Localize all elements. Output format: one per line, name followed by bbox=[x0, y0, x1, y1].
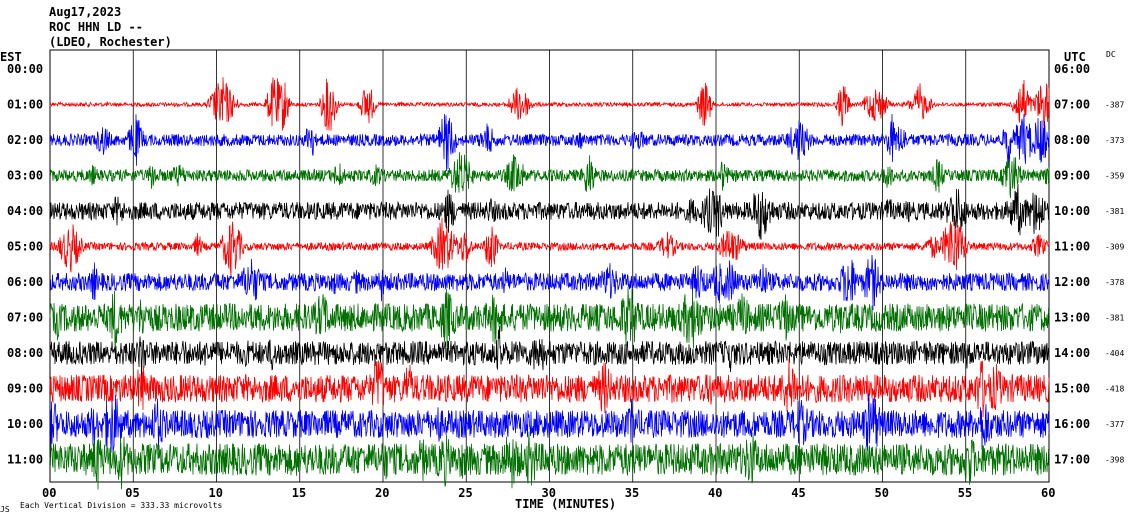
dc-offset-label: -418 bbox=[1105, 385, 1124, 394]
x-tick-label: 40 bbox=[708, 486, 722, 500]
trace-hour-4 bbox=[49, 183, 1050, 240]
dc-offset-label: -381 bbox=[1105, 314, 1124, 323]
utc-hour-label: 14:00 bbox=[1054, 346, 1090, 360]
x-tick-label: 60 bbox=[1041, 486, 1055, 500]
trace-hour-1 bbox=[49, 77, 1050, 131]
dc-offset-label: -309 bbox=[1105, 243, 1124, 252]
trace-hour-7 bbox=[49, 286, 1050, 351]
dc-offset-label: -381 bbox=[1105, 207, 1124, 216]
trace-hour-2 bbox=[49, 113, 1050, 172]
network-label: (LDEO, Rochester) bbox=[49, 35, 172, 49]
vertical-division-note: Each Vertical Division = 333.33 microvol… bbox=[20, 501, 222, 510]
dc-offset-label: -377 bbox=[1105, 420, 1124, 429]
est-hour-label: 02:00 bbox=[7, 133, 43, 147]
utc-hour-label: 09:00 bbox=[1054, 169, 1090, 183]
x-tick-label: 05 bbox=[125, 486, 139, 500]
trace-hour-6 bbox=[49, 254, 1050, 311]
utc-hour-label: 15:00 bbox=[1054, 382, 1090, 396]
x-tick-label: 45 bbox=[791, 486, 805, 500]
dc-axis-title: DC bbox=[1106, 50, 1116, 59]
trace-hour-3 bbox=[49, 152, 1050, 199]
dc-offset-label: -398 bbox=[1105, 456, 1124, 465]
est-hour-label: 09:00 bbox=[7, 382, 43, 396]
est-hour-label: 11:00 bbox=[7, 453, 43, 467]
utc-hour-label: 07:00 bbox=[1054, 98, 1090, 112]
grid bbox=[132, 50, 967, 482]
est-hour-label: 06:00 bbox=[7, 275, 43, 289]
utc-hour-label: 12:00 bbox=[1054, 275, 1090, 289]
dc-offset-label: -404 bbox=[1105, 349, 1124, 358]
corner-mark: JS bbox=[0, 505, 10, 514]
est-hour-label: 05:00 bbox=[7, 240, 43, 254]
x-tick-label: 30 bbox=[542, 486, 556, 500]
x-tick-label: 10 bbox=[209, 486, 223, 500]
x-tick-label: 35 bbox=[625, 486, 639, 500]
est-hour-label: 08:00 bbox=[7, 346, 43, 360]
trace-hour-9 bbox=[49, 358, 1050, 418]
est-hour-label: 10:00 bbox=[7, 417, 43, 431]
minute-ticks: 00 05 10 15 20 25 30 35 40 45 50 55 60 bbox=[42, 486, 1055, 500]
date-label: Aug17,2023 bbox=[49, 5, 121, 19]
utc-hour-label: 06:00 bbox=[1054, 62, 1090, 76]
trace-hour-8 bbox=[49, 326, 1050, 381]
x-tick-label: 55 bbox=[958, 486, 972, 500]
dc-offset-label: -359 bbox=[1105, 172, 1124, 181]
x-tick-label: 25 bbox=[458, 486, 472, 500]
utc-hour-label: 08:00 bbox=[1054, 133, 1090, 147]
est-hour-label: 00:00 bbox=[7, 62, 43, 76]
trace-hour-10 bbox=[49, 393, 1050, 454]
trace-hour-5 bbox=[49, 217, 1050, 277]
x-tick-label: 00 bbox=[42, 486, 56, 500]
x-axis-title: TIME (MINUTES) bbox=[515, 497, 616, 511]
est-axis-title: EST bbox=[0, 50, 22, 64]
dc-offset-label: -378 bbox=[1105, 278, 1124, 287]
x-tick-label: 15 bbox=[292, 486, 306, 500]
station-label: ROC HHN LD -- bbox=[49, 20, 143, 34]
x-tick-label: 50 bbox=[875, 486, 889, 500]
dc-offset-label: -387 bbox=[1105, 101, 1124, 110]
hour-labels: 00:00 06:00 01:00 07:00 -387 02:00 08:00 -373 03… bbox=[7, 62, 1124, 467]
traces bbox=[49, 77, 1050, 490]
est-hour-label: 01:00 bbox=[7, 98, 43, 112]
utc-axis-title: UTC bbox=[1064, 50, 1086, 64]
est-hour-label: 03:00 bbox=[7, 169, 43, 183]
utc-hour-label: 11:00 bbox=[1054, 240, 1090, 254]
x-tick-label: 20 bbox=[375, 486, 389, 500]
est-hour-label: 07:00 bbox=[7, 311, 43, 325]
est-hour-label: 04:00 bbox=[7, 204, 43, 218]
utc-hour-label: 17:00 bbox=[1054, 453, 1090, 467]
utc-hour-label: 16:00 bbox=[1054, 417, 1090, 431]
utc-hour-label: 13:00 bbox=[1054, 311, 1090, 325]
dc-offset-label: -373 bbox=[1105, 136, 1124, 145]
utc-hour-label: 10:00 bbox=[1054, 204, 1090, 218]
trace-hour-11 bbox=[49, 431, 1050, 490]
